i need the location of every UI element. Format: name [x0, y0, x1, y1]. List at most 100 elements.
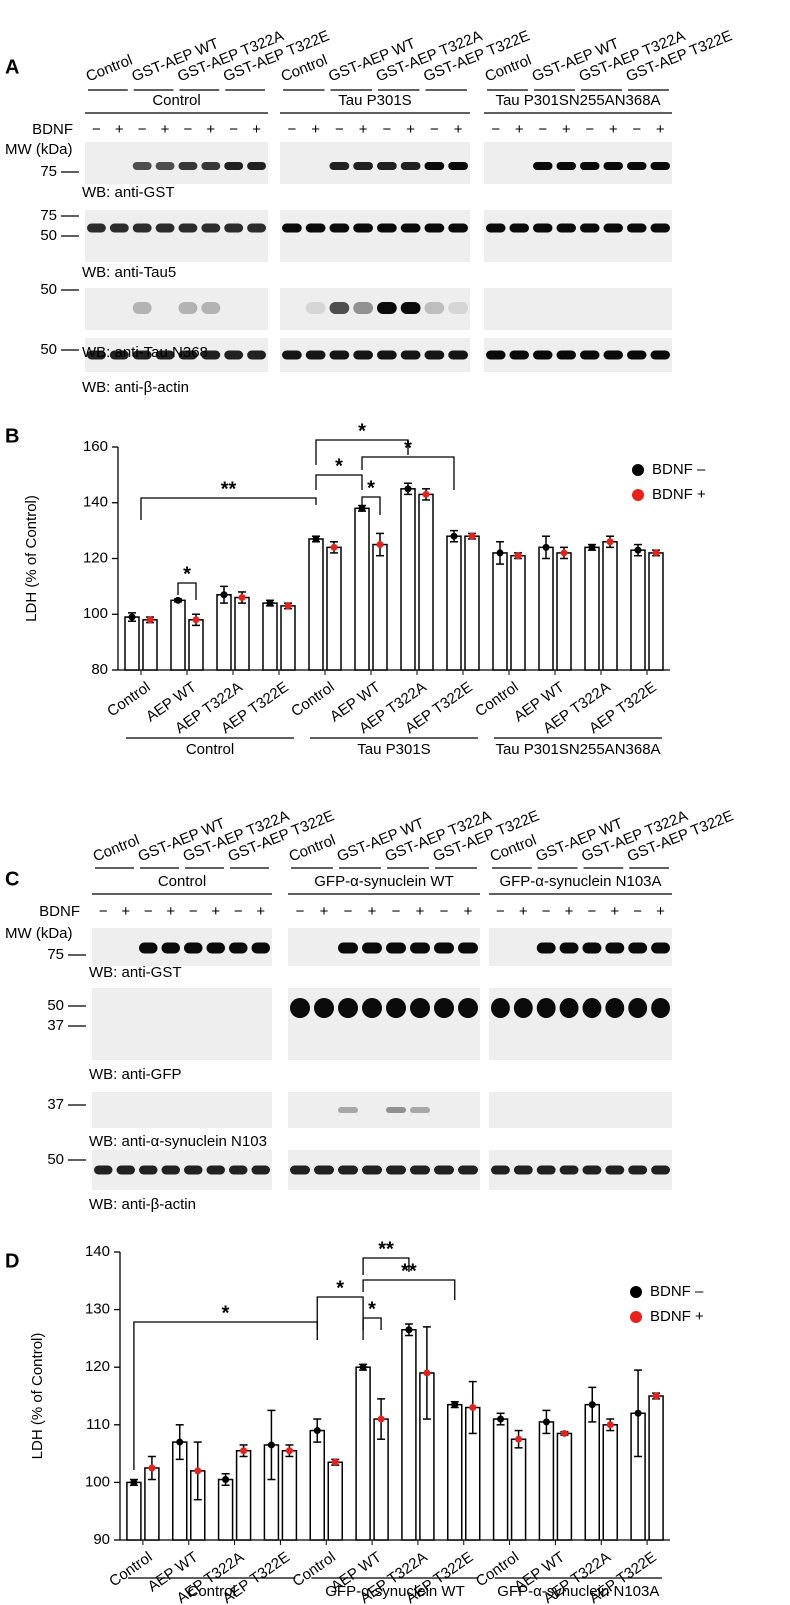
blot-band — [94, 1165, 113, 1175]
mw-marker: 75 — [47, 946, 64, 963]
blot-background — [484, 288, 672, 330]
bar-dot — [496, 549, 504, 557]
mw-marker: 37 — [47, 1017, 64, 1034]
panel-letter: A — [5, 56, 19, 78]
blot-band — [491, 998, 510, 1018]
y-tick-label: 90 — [93, 1531, 110, 1548]
blot-band — [582, 998, 602, 1018]
bar — [492, 552, 508, 671]
blot-band — [290, 1165, 310, 1175]
lane-header: Control — [91, 832, 142, 866]
bar — [648, 1395, 664, 1541]
blot-band — [556, 350, 576, 360]
treatment-sign: − — [287, 121, 296, 138]
blot-band — [559, 998, 579, 1018]
bar-dot — [542, 543, 550, 551]
blot-band — [424, 350, 445, 360]
treatment-sign: − — [440, 903, 449, 920]
treatment-sign: − — [344, 903, 353, 920]
blot-band — [132, 223, 152, 233]
bar-dot — [128, 613, 136, 621]
blot-band — [400, 162, 421, 170]
blot-band — [329, 162, 350, 170]
mw-marker: 50 — [47, 1151, 64, 1168]
treatment-sign: + — [256, 903, 265, 920]
blot-band — [386, 1165, 406, 1175]
treatment-sign: − — [92, 121, 101, 138]
bar — [464, 535, 480, 671]
blot-label: WB: anti-GFP — [89, 1066, 182, 1083]
treatment-sign: + — [609, 121, 618, 138]
bar — [235, 1449, 252, 1541]
mw-marker: 50 — [47, 997, 64, 1014]
bar — [510, 1438, 527, 1541]
panel-letter: B — [5, 425, 19, 447]
bar — [327, 1461, 343, 1541]
bar — [216, 593, 232, 671]
blot-band — [377, 350, 397, 360]
treatment-sign: + — [656, 121, 665, 138]
bar — [142, 619, 158, 671]
bar — [492, 1418, 509, 1541]
blot-band — [329, 302, 350, 314]
bar-dot — [312, 535, 320, 543]
blot-label: WB: anti-β-actin — [89, 1196, 196, 1213]
blot-band — [386, 942, 406, 954]
blot-band — [605, 1165, 625, 1175]
blot-band — [486, 223, 506, 233]
blot-band — [155, 350, 175, 360]
significance-bracket — [177, 582, 197, 600]
significance-bracket — [315, 474, 363, 490]
bar-dot — [423, 1369, 431, 1377]
bar — [262, 602, 278, 671]
treatment-sign: + — [519, 903, 528, 920]
blot-band — [533, 162, 553, 170]
blot-band — [424, 302, 445, 314]
significance-label: * — [404, 437, 412, 459]
bar-dot — [588, 1401, 596, 1409]
blot-band — [556, 223, 576, 233]
blot-band — [651, 1165, 670, 1175]
legend-marker — [630, 1311, 642, 1323]
blot-band — [224, 350, 244, 360]
treatment-sign: − — [430, 121, 439, 138]
bar-dot — [450, 532, 458, 540]
blot-band — [201, 162, 221, 170]
blot-band — [556, 162, 576, 170]
blot-band — [161, 1165, 180, 1175]
treatment-sign: − — [633, 903, 642, 920]
treatment-sign: − — [189, 903, 198, 920]
blot-band — [509, 223, 529, 233]
blot-band — [536, 998, 556, 1018]
blot-band — [486, 350, 506, 360]
y-tick-label: 140 — [85, 1243, 110, 1260]
treatment-sign: + — [368, 903, 377, 920]
blot-band — [458, 1165, 478, 1175]
blot-band — [353, 350, 373, 360]
blot-band — [424, 223, 445, 233]
bar-dot — [285, 1447, 293, 1455]
significance-bracket — [361, 496, 381, 515]
bar-dot — [266, 599, 274, 607]
blot-band — [400, 302, 421, 314]
treatment-sign: − — [144, 903, 153, 920]
group-label: Control — [187, 1583, 235, 1600]
blot-band — [580, 223, 600, 233]
treatment-sign: − — [138, 121, 147, 138]
treatment-sign: + — [406, 121, 415, 138]
blot-band — [178, 223, 198, 233]
treatment-sign: + — [565, 903, 574, 920]
treatment-sign: − — [392, 903, 401, 920]
bar-dot — [194, 1467, 202, 1475]
y-axis-label: LDH (% of Control) — [29, 1333, 46, 1460]
bar-dot — [192, 616, 200, 624]
treatment-sign: + — [416, 903, 425, 920]
blot-background — [92, 988, 272, 1060]
treatment-sign: − — [229, 121, 238, 138]
significance-bracket — [361, 456, 455, 490]
blot-band — [650, 350, 670, 360]
blot-band — [338, 942, 358, 954]
legend-marker — [630, 1286, 642, 1298]
blot-band — [448, 302, 468, 314]
bar — [354, 507, 370, 671]
